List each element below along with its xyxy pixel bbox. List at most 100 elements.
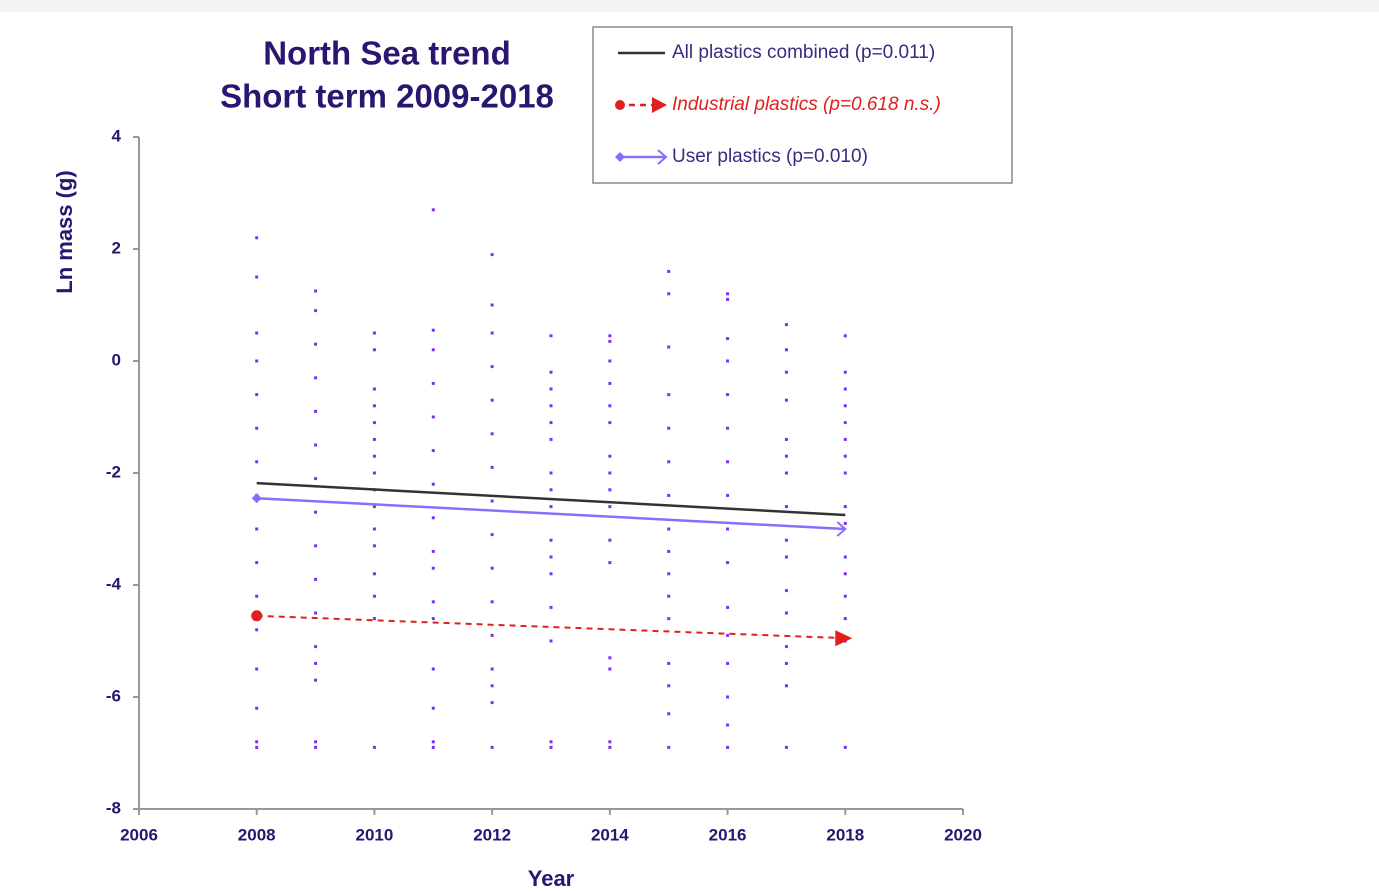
scatter-point bbox=[372, 331, 376, 335]
scatter-point bbox=[549, 605, 553, 609]
scatter-point bbox=[431, 600, 435, 604]
scatter-point bbox=[490, 566, 494, 570]
trend-start-marker bbox=[251, 610, 263, 622]
scatter-point bbox=[431, 328, 435, 332]
scatter-point bbox=[431, 348, 435, 352]
scatter-point bbox=[255, 527, 259, 531]
scatter-point bbox=[784, 611, 788, 615]
scatter-point bbox=[490, 533, 494, 537]
scatter-point bbox=[726, 393, 730, 397]
scatter-point bbox=[490, 398, 494, 402]
scatter-point bbox=[372, 437, 376, 441]
scatter-point bbox=[667, 617, 671, 621]
scatter-point bbox=[549, 488, 553, 492]
scatter-point bbox=[314, 376, 318, 380]
scatter-point bbox=[372, 745, 376, 749]
scatter-point bbox=[490, 465, 494, 469]
y-tick-label: 2 bbox=[112, 238, 121, 257]
scatter-point bbox=[314, 645, 318, 649]
chart-title: North Sea trend bbox=[263, 35, 511, 72]
trend-line bbox=[256, 496, 846, 531]
scatter-point bbox=[314, 510, 318, 514]
trend-end-marker bbox=[835, 630, 853, 647]
scatter-point bbox=[372, 454, 376, 458]
scatter-point bbox=[431, 549, 435, 553]
scatter-point bbox=[843, 617, 847, 621]
scatter-point bbox=[490, 303, 494, 307]
top-band bbox=[0, 0, 1379, 12]
scatter-point bbox=[608, 667, 612, 671]
scatter-point bbox=[784, 645, 788, 649]
scatter-point bbox=[726, 745, 730, 749]
scatter-point bbox=[667, 684, 671, 688]
x-tick-label: 2020 bbox=[944, 825, 982, 844]
scatter-point bbox=[843, 521, 847, 525]
scatter-point bbox=[372, 387, 376, 391]
scatter-point bbox=[255, 359, 259, 363]
scatter-point bbox=[667, 426, 671, 430]
scatter-point bbox=[667, 393, 671, 397]
scatter-point bbox=[549, 572, 553, 576]
scatter-point bbox=[784, 471, 788, 475]
scatter-point bbox=[784, 505, 788, 509]
legend-label: Industrial plastics (p=0.618 n.s.) bbox=[672, 94, 941, 115]
scatter-point bbox=[549, 505, 553, 509]
y-tick-label: 4 bbox=[112, 126, 122, 145]
x-tick-label: 2010 bbox=[356, 825, 394, 844]
scatter-point bbox=[784, 454, 788, 458]
scatter-point bbox=[549, 421, 553, 425]
scatter-point bbox=[372, 505, 376, 509]
scatter-point bbox=[372, 544, 376, 548]
x-tick-label: 2016 bbox=[709, 825, 747, 844]
scatter-point bbox=[490, 253, 494, 257]
scatter-point bbox=[490, 331, 494, 335]
scatter-point bbox=[255, 236, 259, 240]
scatter-point bbox=[255, 628, 259, 632]
scatter-point bbox=[255, 594, 259, 598]
scatter-point bbox=[431, 381, 435, 385]
scatter-point bbox=[667, 460, 671, 464]
scatter-point bbox=[314, 544, 318, 548]
scatter-point bbox=[255, 667, 259, 671]
scatter-point bbox=[667, 493, 671, 497]
scatter-point bbox=[843, 471, 847, 475]
scatter-point bbox=[843, 437, 847, 441]
scatter-point bbox=[726, 359, 730, 363]
x-axis-label: Year bbox=[528, 866, 575, 891]
scatter-point bbox=[255, 706, 259, 710]
scatter-point bbox=[490, 701, 494, 705]
trend-line bbox=[256, 481, 846, 517]
scatter-point bbox=[431, 449, 435, 453]
y-tick-label: -4 bbox=[106, 574, 122, 593]
scatter-point bbox=[608, 561, 612, 565]
scatter-point bbox=[490, 667, 494, 671]
scatter-point bbox=[667, 345, 671, 349]
scatter-point bbox=[784, 323, 788, 327]
scatter-point bbox=[843, 387, 847, 391]
scatter-point bbox=[784, 398, 788, 402]
scatter-point bbox=[667, 549, 671, 553]
scatter-point bbox=[431, 740, 435, 744]
scatter-point bbox=[549, 555, 553, 559]
legend-marker bbox=[615, 152, 625, 162]
scatter-point bbox=[784, 684, 788, 688]
scatter-point bbox=[784, 348, 788, 352]
scatter-point bbox=[667, 269, 671, 273]
trend-line bbox=[256, 614, 846, 640]
scatter-point bbox=[431, 667, 435, 671]
scatter-point bbox=[372, 617, 376, 621]
scatter-point bbox=[784, 437, 788, 441]
scatter-point bbox=[608, 745, 612, 749]
scatter-point bbox=[608, 454, 612, 458]
scatter-point bbox=[608, 488, 612, 492]
scatter-point bbox=[314, 289, 318, 293]
scatter-point bbox=[490, 633, 494, 637]
scatter-point bbox=[490, 684, 494, 688]
scatter-point bbox=[608, 740, 612, 744]
scatter-point bbox=[549, 471, 553, 475]
legend-marker bbox=[657, 149, 668, 165]
scatter-point bbox=[314, 611, 318, 615]
scatter-point bbox=[490, 745, 494, 749]
x-tick-label: 2014 bbox=[591, 825, 629, 844]
scatter-point bbox=[843, 555, 847, 559]
